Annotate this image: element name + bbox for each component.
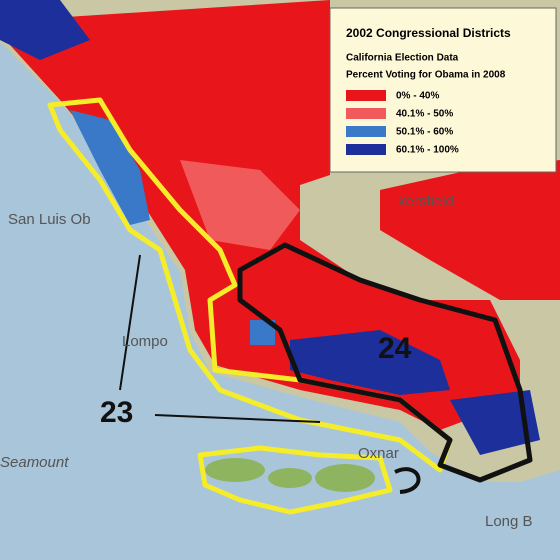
blue-districts (450, 390, 540, 455)
red-districts (380, 160, 560, 300)
callout-line (119, 254, 321, 423)
district-label: 24 (378, 332, 412, 365)
place-label: Long B (485, 513, 533, 530)
islands (205, 458, 375, 492)
legend-label: 50.1% - 60% (396, 127, 453, 138)
legend-swatch (346, 144, 386, 155)
place-label: Lompo (122, 333, 168, 350)
district-24-hook (394, 467, 421, 494)
legend-label: 0% - 40% (396, 91, 439, 102)
legend-label: 60.1% - 100% (396, 145, 459, 156)
legend-title: 2002 Congressional Districts (346, 26, 511, 40)
place-label: kersfield (398, 193, 454, 210)
legend-caption: Percent Voting for Obama in 2008 (346, 70, 506, 81)
blue-districts (0, 0, 90, 60)
blue-districts (290, 330, 450, 395)
place-label: San Luis Ob (8, 211, 91, 228)
blue-districts (70, 110, 150, 225)
legend-label: 40.1% - 50% (396, 109, 453, 120)
legend-swatch (346, 90, 386, 101)
legend-swatch (346, 126, 386, 137)
light-red-districts (180, 160, 300, 250)
place-label: Seamount (0, 454, 69, 471)
district-label: 23 (100, 396, 133, 429)
blue-districts (250, 320, 275, 345)
legend-subtitle: California Election Data (346, 53, 459, 64)
legend-swatch (346, 108, 386, 119)
place-label: Oxnar (358, 445, 399, 462)
legend: 2002 Congressional Districts California … (329, 7, 557, 173)
islands-outline (197, 445, 393, 515)
district-24-outline (237, 242, 533, 483)
